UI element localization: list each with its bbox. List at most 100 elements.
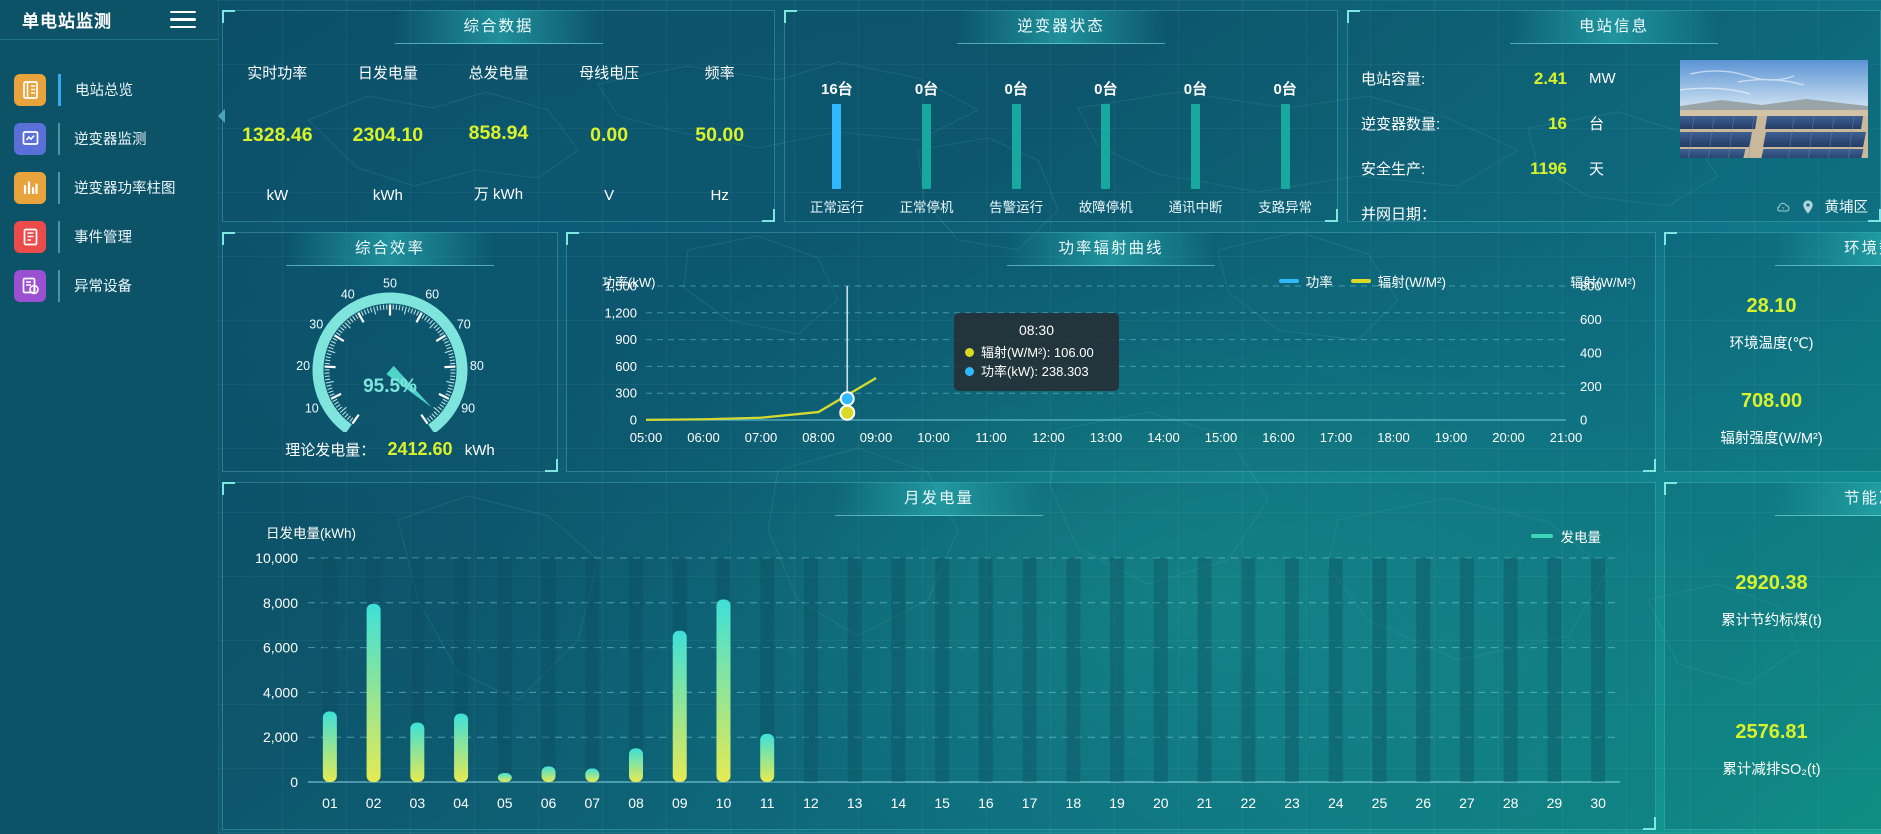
x-tick-label: 23 xyxy=(1284,795,1300,811)
inverter-bar xyxy=(832,104,842,189)
metric-cell: 708.00 辐射强度(W/M²) xyxy=(1664,371,1879,466)
x-tick-label: 15:00 xyxy=(1205,430,1238,445)
metric-label: 环境温度(℃) xyxy=(1729,335,1814,352)
station-location: 黄埔区 xyxy=(1824,200,1869,216)
svg-text:?: ? xyxy=(1781,205,1784,210)
x-tick-label: 08 xyxy=(628,795,644,811)
row-unit: MW xyxy=(1589,70,1616,87)
x-tick-label: 20 xyxy=(1153,795,1169,811)
station-info-rows: 电站容量: 2.41 MW 逆变器数量: 16 台安全生产: 1196 天并网日期： xyxy=(1361,56,1661,236)
gauge-tick-label: 50 xyxy=(383,277,397,291)
x-tick-label: 06:00 xyxy=(687,430,720,445)
station-info-row: 并网日期： xyxy=(1361,191,1661,236)
bar[interactable] xyxy=(322,711,337,782)
legend-label: 辐射(W/M²) xyxy=(1377,275,1446,290)
inverter-status-item[interactable]: 0台 通讯中断 xyxy=(1156,78,1234,216)
x-tick-label: 26 xyxy=(1415,795,1431,811)
bar[interactable] xyxy=(760,733,775,782)
series-line-radiation xyxy=(645,377,877,421)
metric-label: 辐射强度(W/M²) xyxy=(1720,430,1823,447)
metric-label: 累计减排SO₂(t) xyxy=(1722,761,1821,778)
sidebar-item-2[interactable]: 逆变器监测 xyxy=(0,114,218,163)
x-tick-label: 16 xyxy=(978,795,994,811)
x-tick-label: 20:00 xyxy=(1492,430,1525,445)
sidebar-item-label: 事件管理 xyxy=(74,230,132,246)
legend-label: 功率 xyxy=(1305,275,1333,290)
x-tick-label: 09 xyxy=(672,795,688,811)
metric-value: 28.10 xyxy=(1746,294,1797,317)
inverter-status-item[interactable]: 0台 正常停机 xyxy=(887,78,965,216)
sidebar-item-4[interactable]: 事件管理 xyxy=(0,212,218,261)
bar[interactable] xyxy=(454,713,469,782)
nav-divider xyxy=(58,269,60,302)
inverter-count: 0台 xyxy=(914,81,939,98)
y2-tick-label: 400 xyxy=(1580,346,1602,361)
metric-cell: 28.10 环境温度(℃) xyxy=(1664,276,1879,371)
x-tick-label: 19 xyxy=(1109,795,1125,811)
inverter-label: 正常运行 xyxy=(809,200,864,215)
bar[interactable] xyxy=(497,773,512,782)
bar[interactable] xyxy=(716,599,731,782)
legend-item[interactable]: 功率 xyxy=(1278,271,1333,291)
monthly-generation-panel: 月发电量 日发电量(kWh) 发电量 0 2,000 4,000 6,000 8,000… xyxy=(222,482,1656,830)
sidebar-item-1[interactable]: 电站总览 xyxy=(0,65,218,114)
gauge-tick-label: 90 xyxy=(461,402,475,416)
hamburger-menu-icon[interactable] xyxy=(170,10,196,29)
metric-unit: 万 kWh xyxy=(473,186,524,203)
location-pin-icon xyxy=(1802,199,1813,214)
tooltip-dot-power xyxy=(965,367,974,376)
panel-title: 功率辐射曲线 xyxy=(1007,232,1215,266)
inverter-status-item[interactable]: 0台 告警运行 xyxy=(977,78,1055,216)
x-tick-label: 15 xyxy=(934,795,950,811)
tooltip-row: 功率(kW): 238.303 xyxy=(965,362,1108,381)
x-tick-label: 14 xyxy=(891,795,907,811)
metric-value: 858.94 xyxy=(468,121,529,144)
theoretical-unit: kWh xyxy=(464,442,495,459)
collapse-arrow-icon[interactable] xyxy=(218,109,225,123)
panel-title: 逆变器状态 xyxy=(957,10,1165,44)
y-tick-label: 0 xyxy=(630,413,637,428)
metric-label: 累计节约标煤(t) xyxy=(1721,612,1822,629)
inverter-bar xyxy=(1011,104,1021,189)
x-tick-label: 24 xyxy=(1328,795,1344,811)
bar[interactable] xyxy=(672,630,687,782)
station-info-row: 安全生产: 1196 天 xyxy=(1361,146,1661,191)
legend-item[interactable]: 辐射(W/M²) xyxy=(1350,271,1446,291)
metric-unit: kWh xyxy=(372,187,403,204)
comprehensive-metrics: 实时功率 1328.46 kW 日发电量 2304.10 kWh 总发电量 858.94 万 k… xyxy=(222,56,775,214)
metric-cell: 频率 50.00 Hz xyxy=(664,56,775,214)
inverter-status-item[interactable]: 0台支路异常 xyxy=(1246,78,1324,216)
bar[interactable] xyxy=(629,748,643,782)
inverter-status-item[interactable]: 16台正常运行 xyxy=(798,78,876,216)
bar-chart-canvas[interactable]: 0 2,000 4,000 6,000 8,000 10,000 01 02 03 04 05 06 0… xyxy=(222,482,1656,830)
nav-divider xyxy=(58,73,61,106)
bar[interactable] xyxy=(366,603,381,782)
inverter-count: 0台 xyxy=(1273,81,1297,98)
gauge-dial: 0102030405060708090100 xyxy=(296,277,484,432)
sidebar-nav: 电站总览 逆变器监测 逆变器功率柱图事件管理异常设备 xyxy=(0,40,218,310)
sidebar-item-5[interactable]: 异常设备 xyxy=(0,261,218,310)
x-tick-label: 11:00 xyxy=(975,430,1007,445)
y-tick-label: 600 xyxy=(615,359,637,374)
line-chart-canvas[interactable]: 0 300 600 900 1,200 1,500 0 200 400 600 800 05:00 06… xyxy=(566,232,1656,472)
chart-tooltip: 08:30 辐射(W/M²): 106.00 功率(kW): 238.303 xyxy=(954,313,1119,391)
y2-tick-label: 800 xyxy=(1580,279,1602,294)
x-tick-label: 21 xyxy=(1197,795,1213,811)
inverter-count: 16台 xyxy=(820,81,853,98)
bar[interactable] xyxy=(541,766,556,782)
panel-title: 电站信息 xyxy=(1510,10,1718,44)
bar[interactable] xyxy=(585,768,600,782)
tooltip-row: 辐射(W/M²): 106.00 xyxy=(965,343,1108,362)
x-tick-label: 22 xyxy=(1240,795,1256,811)
inverter-label: 支路异常 xyxy=(1258,200,1313,215)
metric-cell: 实时功率 1328.46 kW xyxy=(222,56,333,214)
inverter-status-item[interactable]: 0台 故障停机 xyxy=(1067,78,1145,216)
inverter-label: 通讯中断 xyxy=(1168,200,1223,215)
sidebar-item-3[interactable]: 逆变器功率柱图 xyxy=(0,163,218,212)
bar[interactable] xyxy=(410,722,425,782)
tooltip-dot-radiation xyxy=(965,348,974,357)
inverter-label: 故障停机 xyxy=(1078,200,1133,215)
station-info-row: 逆变器数量: 16 台 xyxy=(1361,101,1661,146)
inverter-bar xyxy=(921,104,931,189)
y-tick-label: 8,000 xyxy=(263,595,298,611)
